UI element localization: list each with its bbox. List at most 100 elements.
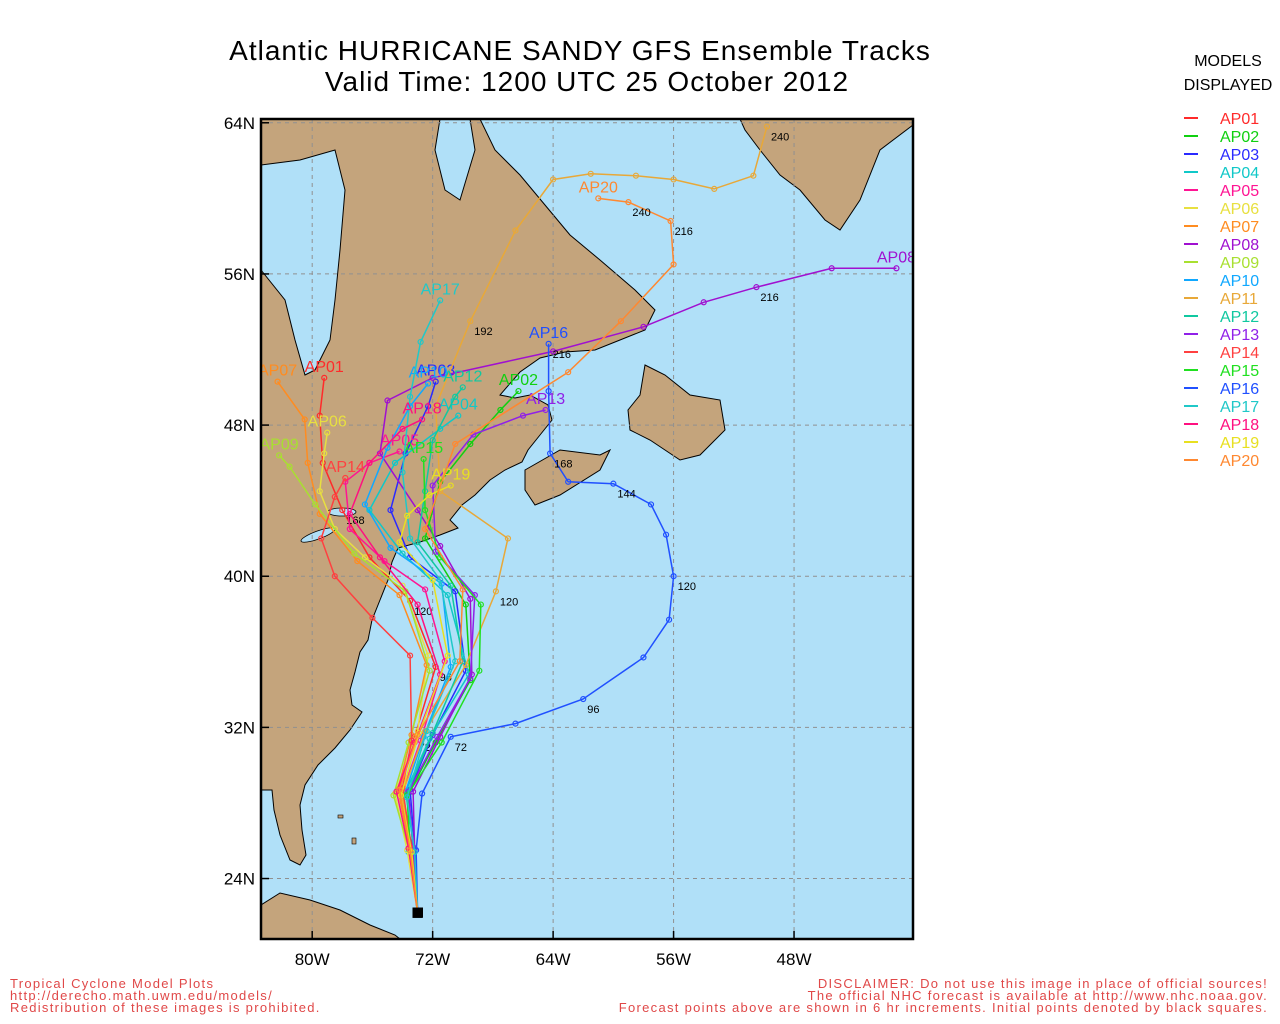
hour-label: 72 <box>455 742 467 754</box>
legend-label: AP13 <box>1220 327 1259 344</box>
track-line <box>320 477 419 913</box>
track-point <box>403 512 411 519</box>
track-point <box>632 172 640 179</box>
track-point <box>456 658 463 665</box>
track-point <box>321 374 328 381</box>
hour-label: 120 <box>500 596 518 608</box>
track-point <box>366 459 373 466</box>
track-name: AP06 <box>308 414 347 431</box>
track-line <box>389 381 467 913</box>
track-name: AP04 <box>439 397 478 414</box>
track-point <box>321 450 328 457</box>
track-point <box>515 387 522 395</box>
track-name: AP01 <box>305 359 344 376</box>
track-point <box>452 440 459 448</box>
hour-label: 216 <box>553 349 571 361</box>
track-point <box>595 195 602 202</box>
track-name: AP13 <box>526 391 565 408</box>
hour-label: 144 <box>617 489 635 501</box>
legend-label: AP20 <box>1220 453 1259 470</box>
footer-text: Forecast points above are shown in 6 hr … <box>619 1000 1268 1015</box>
hudson-bay <box>261 149 346 376</box>
track-point <box>406 535 414 542</box>
track-line <box>276 381 428 913</box>
track-point <box>447 733 454 740</box>
track-point <box>497 406 504 414</box>
track-point <box>414 539 421 546</box>
legend-label: AP14 <box>1220 345 1259 362</box>
track-point <box>550 348 557 355</box>
track-point <box>361 554 368 561</box>
x-tick-label: 48W <box>777 950 812 969</box>
track-point <box>399 425 406 432</box>
track-point <box>665 616 673 623</box>
track-point <box>318 535 325 542</box>
track-point <box>423 728 430 735</box>
x-tick-label: 56W <box>656 950 691 969</box>
legend-label: AP07 <box>1220 219 1259 236</box>
track-point <box>467 318 474 325</box>
island <box>351 837 357 845</box>
hour-label: 240 <box>632 207 650 219</box>
hour-label: 216 <box>675 226 693 238</box>
legend-label: AP09 <box>1220 255 1259 272</box>
x-tick-label: 64W <box>536 950 571 969</box>
legend-label: AP02 <box>1220 129 1259 146</box>
track-name: AP15 <box>404 440 443 457</box>
track-point <box>610 480 617 487</box>
chart-subtitle: Valid Time: 1200 UTC 25 October 2012 <box>325 66 849 97</box>
legend-label: AP10 <box>1220 273 1259 290</box>
y-tick-label: 24N <box>224 870 255 889</box>
track-point <box>512 227 519 234</box>
footer-text: Redistribution of these images is prohib… <box>10 1000 321 1015</box>
track-point <box>447 582 454 589</box>
legend-label: AP15 <box>1220 363 1259 380</box>
track-point <box>422 507 429 514</box>
track-point <box>545 387 552 395</box>
track-point <box>396 448 403 455</box>
track-name: AP10 <box>409 365 448 382</box>
hour-label: 120 <box>678 581 696 593</box>
track-point <box>444 592 451 599</box>
track-point <box>750 172 757 179</box>
track-point <box>396 539 403 546</box>
track-point <box>406 393 414 400</box>
track-point <box>444 652 451 659</box>
cuba <box>261 892 401 939</box>
track-line <box>398 484 452 913</box>
track-point <box>331 573 338 580</box>
track-point <box>331 493 338 500</box>
track-point <box>346 510 353 517</box>
track-name: AP12 <box>443 368 482 385</box>
track-point <box>468 671 475 678</box>
track-point <box>417 338 424 346</box>
track-point <box>391 459 399 466</box>
land <box>261 119 656 866</box>
track-name: AP14 <box>326 459 365 476</box>
track-point <box>512 720 519 727</box>
track-point <box>828 265 835 272</box>
track-point <box>492 588 500 595</box>
frame <box>259 117 915 941</box>
track-line <box>401 300 456 913</box>
track-point <box>406 847 414 854</box>
track-point <box>565 478 572 485</box>
track-point <box>403 794 411 801</box>
track-point <box>419 790 426 797</box>
track-point <box>275 452 283 459</box>
initial-point <box>412 907 423 918</box>
track-point <box>763 123 771 130</box>
track-line <box>407 409 546 913</box>
track-point <box>587 170 594 177</box>
track-point <box>432 403 439 410</box>
hour-label: 96 <box>587 704 599 716</box>
map: 7296120168AP01AP02AP03AP04AP05AP06AP0721… <box>261 119 913 939</box>
track-point <box>419 416 426 423</box>
track-point <box>316 412 323 419</box>
track-point <box>316 488 323 495</box>
hour-label: 240 <box>771 132 789 144</box>
track-point <box>399 469 406 476</box>
track-point <box>625 199 632 206</box>
track-point <box>274 378 281 385</box>
track-point <box>580 695 587 703</box>
